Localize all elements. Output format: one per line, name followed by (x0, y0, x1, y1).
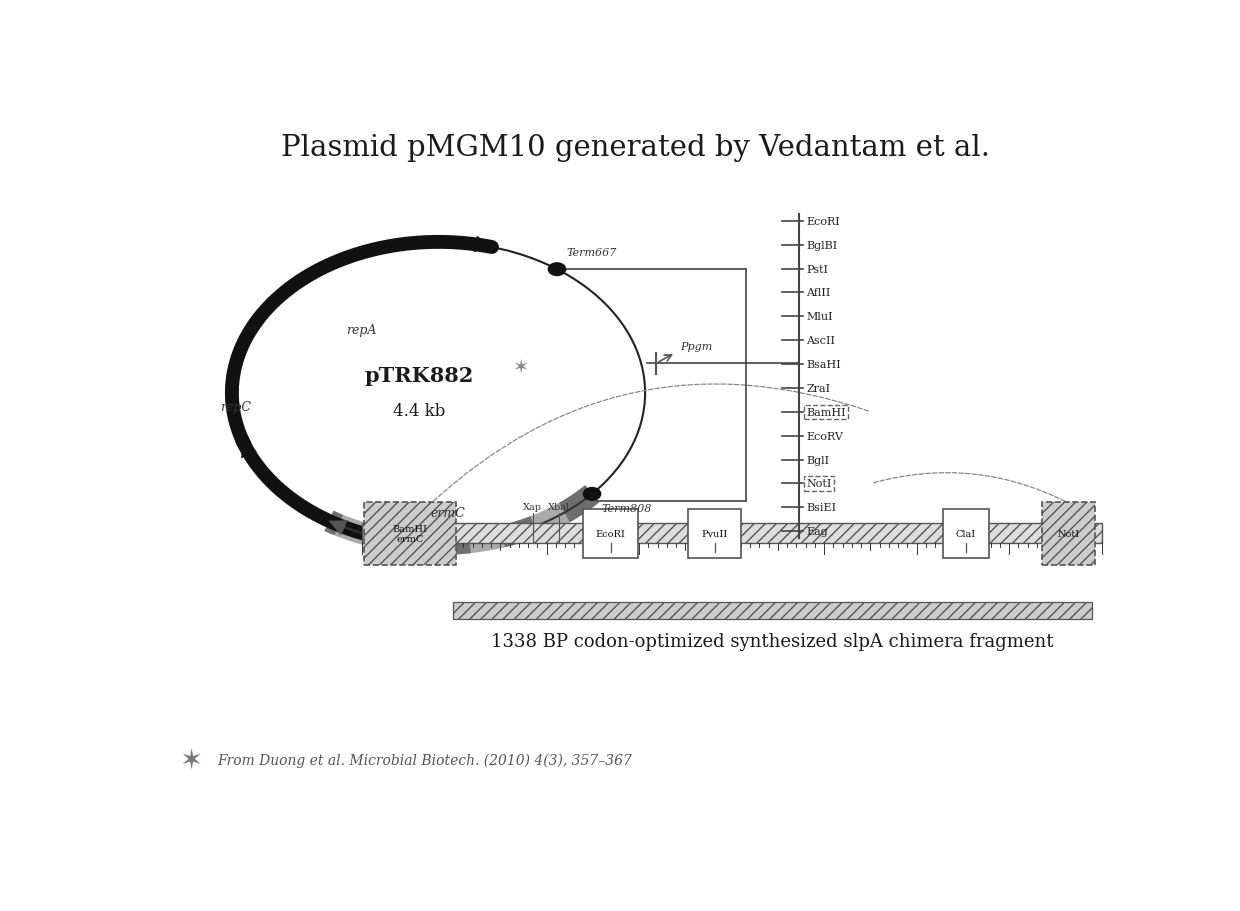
Text: Xap: Xap (523, 502, 542, 511)
Text: BglBI: BglBI (806, 241, 838, 251)
Text: Ppgm: Ppgm (681, 342, 713, 351)
Text: EcoRI: EcoRI (806, 217, 841, 227)
Text: repA: repA (346, 323, 377, 337)
Text: ermC: ermC (430, 507, 465, 519)
Text: AscII: AscII (806, 336, 836, 346)
Text: BamHI: BamHI (806, 407, 846, 417)
Text: Term667: Term667 (567, 248, 618, 257)
Text: pTRK882: pTRK882 (365, 366, 474, 386)
FancyBboxPatch shape (1042, 502, 1095, 565)
Text: EcoRV: EcoRV (806, 431, 843, 441)
Text: PstI: PstI (806, 264, 828, 274)
FancyBboxPatch shape (362, 524, 1101, 544)
Text: 4.4 kb: 4.4 kb (393, 403, 445, 419)
Text: From Duong et al. Microbial Biotech. (2010) 4(3), 357–367: From Duong et al. Microbial Biotech. (20… (217, 753, 632, 767)
FancyBboxPatch shape (365, 502, 456, 565)
Text: BglI: BglI (806, 456, 830, 465)
Text: BsaHI: BsaHI (806, 360, 841, 370)
Circle shape (548, 263, 565, 276)
Text: MluI: MluI (806, 312, 833, 322)
Text: ZraI: ZraI (806, 384, 831, 394)
Text: ✶: ✶ (512, 357, 528, 376)
Text: EcoRI: EcoRI (595, 529, 625, 538)
Text: NotI: NotI (1058, 529, 1080, 538)
Text: Term808: Term808 (601, 504, 652, 514)
Text: repC: repC (219, 401, 250, 414)
Text: Plasmid pMGM10 generated by Vedantam et al.: Plasmid pMGM10 generated by Vedantam et … (281, 134, 990, 162)
Text: ✶: ✶ (180, 746, 203, 774)
Text: BamHI
ermC: BamHI ermC (393, 524, 428, 543)
Text: 1338 BP codon-optimized synthesized slpA chimera fragment: 1338 BP codon-optimized synthesized slpA… (491, 632, 1054, 650)
Text: Eag: Eag (806, 527, 828, 537)
FancyBboxPatch shape (583, 509, 639, 558)
FancyBboxPatch shape (688, 509, 742, 558)
Text: PvuII: PvuII (702, 529, 728, 538)
Text: NotI: NotI (806, 479, 832, 489)
Text: AflII: AflII (806, 288, 831, 298)
Text: BsiEI: BsiEI (806, 503, 837, 513)
Text: Xbal: Xbal (548, 502, 569, 511)
FancyBboxPatch shape (453, 602, 1092, 619)
FancyBboxPatch shape (942, 509, 990, 558)
Circle shape (583, 488, 600, 501)
Text: ClaI: ClaI (956, 529, 976, 538)
